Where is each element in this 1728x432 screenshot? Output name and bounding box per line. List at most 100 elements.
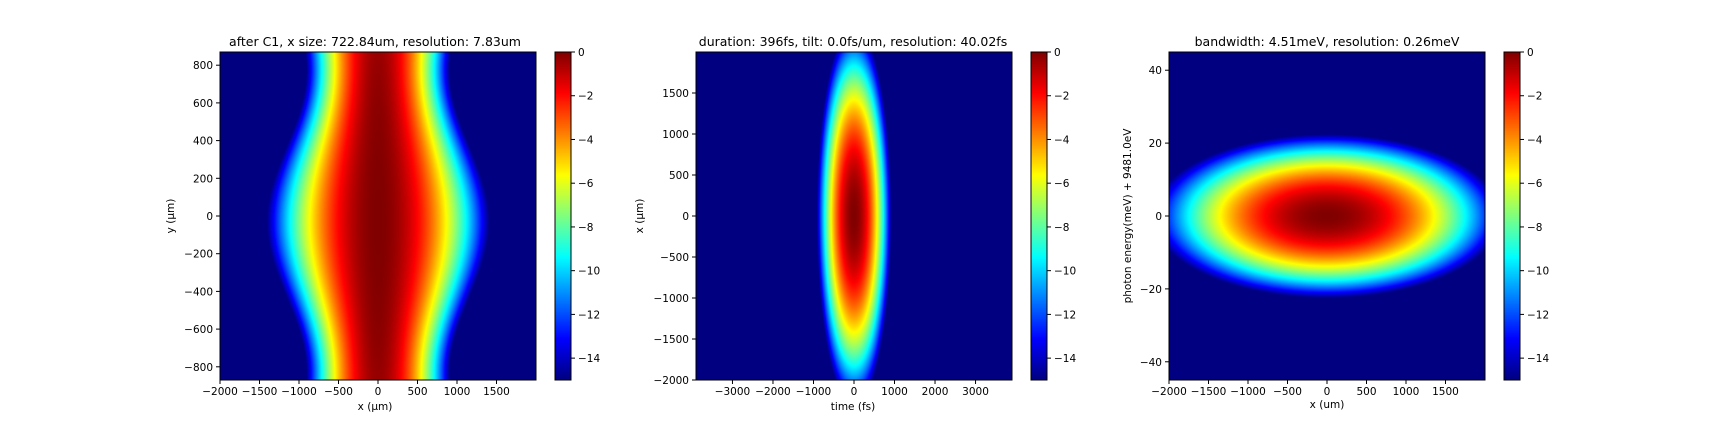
- y-tick-label: 40: [1149, 65, 1162, 77]
- panel-2-title: duration: 396fs, tilt: 0.0fs/um, resolut…: [699, 34, 1007, 49]
- x-tick-label: −3000: [715, 386, 751, 398]
- panel-1-y-ticks: −800 −600 −400 −200 0 200 400 600 800: [184, 60, 220, 374]
- colorbar-tick-label: −8: [1054, 222, 1069, 234]
- colorbar-tick-label: −8: [1527, 222, 1542, 234]
- colorbar-tick-label: −12: [1054, 309, 1076, 321]
- panel-2-y-ticks: −2000 −1500 −1000 −500 0 500 1000 1500: [653, 88, 696, 387]
- panel-3-x-ticks: −2000 −1500 −1000 −500 0 500 1000 1500: [1151, 380, 1459, 398]
- panel-3-colorbar-ticks: 0 −2 −4 −6 −8 −10 −12 −14: [1520, 47, 1549, 365]
- x-tick-label: −1500: [1191, 386, 1227, 398]
- colorbar-tick-label: −2: [1054, 91, 1069, 103]
- x-tick-label: −1500: [242, 386, 278, 398]
- panel-3-heatmap: [1169, 52, 1485, 380]
- colorbar-tick-label: −6: [1527, 178, 1543, 190]
- x-tick-label: −1000: [1230, 386, 1266, 398]
- colorbar-tick-label: −14: [1054, 353, 1076, 365]
- y-tick-label: 20: [1149, 138, 1162, 150]
- panel-2-x-ticks: −3000 −2000 −1000 0 1000 2000 3000: [715, 380, 989, 398]
- y-tick-label: 0: [1155, 211, 1162, 223]
- x-tick-label: 2000: [922, 386, 949, 398]
- y-tick-label: −2000: [653, 375, 689, 387]
- y-tick-label: 800: [193, 60, 213, 72]
- x-tick-label: 0: [1324, 386, 1331, 398]
- y-tick-label: 1000: [662, 129, 689, 141]
- colorbar-tick-label: −14: [1527, 353, 1549, 365]
- x-tick-label: −500: [1273, 386, 1302, 398]
- colorbar-tick-label: −10: [578, 266, 600, 278]
- panel-1-colorbar: [555, 52, 571, 380]
- y-tick-label: 0: [682, 211, 689, 223]
- panel-1-colorbar-frame: [554, 51, 572, 381]
- x-tick-label: −500: [324, 386, 353, 398]
- x-tick-label: −1000: [796, 386, 832, 398]
- panel-2-colorbar-frame: [1030, 51, 1048, 381]
- colorbar-tick-label: −14: [578, 353, 600, 365]
- colorbar-tick-label: −2: [1527, 91, 1542, 103]
- y-tick-label: −1000: [653, 293, 689, 305]
- colorbar-tick-label: −4: [1527, 134, 1543, 146]
- y-tick-label: 0: [206, 211, 213, 223]
- colorbar-tick-label: −6: [578, 178, 594, 190]
- colorbar-tick-label: −4: [1054, 134, 1070, 146]
- y-tick-label: 200: [193, 173, 213, 185]
- y-tick-label: 400: [193, 136, 213, 148]
- y-tick-label: −800: [184, 362, 213, 374]
- x-tick-label: 500: [1356, 386, 1376, 398]
- panel-1: after C1, x size: 722.84um, resolution: …: [165, 34, 600, 413]
- colorbar-tick-label: −12: [1527, 309, 1549, 321]
- panel-3-x-label: x (um): [1310, 399, 1345, 411]
- y-tick-label: 500: [669, 170, 689, 182]
- x-tick-label: 1000: [444, 386, 471, 398]
- x-tick-label: −2000: [202, 386, 238, 398]
- panel-2: duration: 396fs, tilt: 0.0fs/um, resolut…: [634, 34, 1076, 413]
- x-tick-label: −2000: [755, 386, 791, 398]
- x-tick-label: −1000: [281, 386, 317, 398]
- y-tick-label: −400: [184, 286, 213, 298]
- panel-1-x-label: x (μm): [358, 401, 393, 413]
- x-tick-label: 500: [407, 386, 427, 398]
- x-tick-label: 1000: [1393, 386, 1420, 398]
- colorbar-tick-label: −4: [578, 134, 594, 146]
- panel-1-colorbar-ticks: 0 −2 −4 −6 −8 −10 −12 −14: [571, 47, 600, 365]
- x-tick-label: 1500: [1432, 386, 1459, 398]
- panel-1-heatmap: [220, 52, 536, 380]
- panel-1-y-label: y (μm): [165, 199, 177, 234]
- y-tick-label: 600: [193, 98, 213, 110]
- colorbar-tick-label: −12: [578, 309, 600, 321]
- x-tick-label: 1000: [881, 386, 908, 398]
- x-tick-label: 3000: [962, 386, 989, 398]
- panel-3-title: bandwidth: 4.51meV, resolution: 0.26meV: [1195, 34, 1460, 49]
- y-tick-label: −600: [184, 324, 213, 336]
- colorbar-tick-label: −8: [578, 222, 593, 234]
- colorbar-tick-label: 0: [1527, 47, 1534, 59]
- x-tick-label: −2000: [1151, 386, 1187, 398]
- y-tick-label: −1500: [653, 334, 689, 346]
- colorbar-tick-label: 0: [1054, 47, 1061, 59]
- y-tick-label: −40: [1140, 357, 1162, 369]
- panel-1-title: after C1, x size: 722.84um, resolution: …: [229, 34, 521, 49]
- panel-3-colorbar: [1504, 52, 1520, 380]
- colorbar-tick-label: −10: [1527, 266, 1549, 278]
- x-tick-label: 0: [375, 386, 382, 398]
- x-tick-label: 0: [851, 386, 858, 398]
- y-tick-label: −500: [660, 252, 689, 264]
- panel-3-y-ticks: −40 −20 0 20 40: [1140, 65, 1169, 369]
- y-tick-label: −200: [184, 249, 213, 261]
- panel-2-y-label: x (μm): [634, 199, 646, 234]
- colorbar-tick-label: −10: [1054, 266, 1076, 278]
- panel-1-x-ticks: −2000 −1500 −1000 −500 0 500 1000 1500: [202, 380, 510, 398]
- panel-3-y-label: photon energy(meV) + 9481.0eV: [1122, 128, 1134, 304]
- y-tick-label: −20: [1140, 284, 1162, 296]
- panel-2-x-label: time (fs): [831, 401, 875, 413]
- x-tick-label: 1500: [483, 386, 510, 398]
- colorbar-tick-label: −2: [578, 91, 593, 103]
- colorbar-tick-label: −6: [1054, 178, 1070, 190]
- panel-2-heatmap: [696, 52, 1012, 380]
- panel-2-colorbar-ticks: 0 −2 −4 −6 −8 −10 −12 −14: [1047, 47, 1076, 365]
- panel-3: bandwidth: 4.51meV, resolution: 0.26meV …: [1122, 34, 1549, 411]
- y-tick-label: 1500: [662, 88, 689, 100]
- panel-2-colorbar: [1031, 52, 1047, 380]
- panel-3-colorbar-frame: [1503, 51, 1521, 381]
- colorbar-tick-label: 0: [578, 47, 585, 59]
